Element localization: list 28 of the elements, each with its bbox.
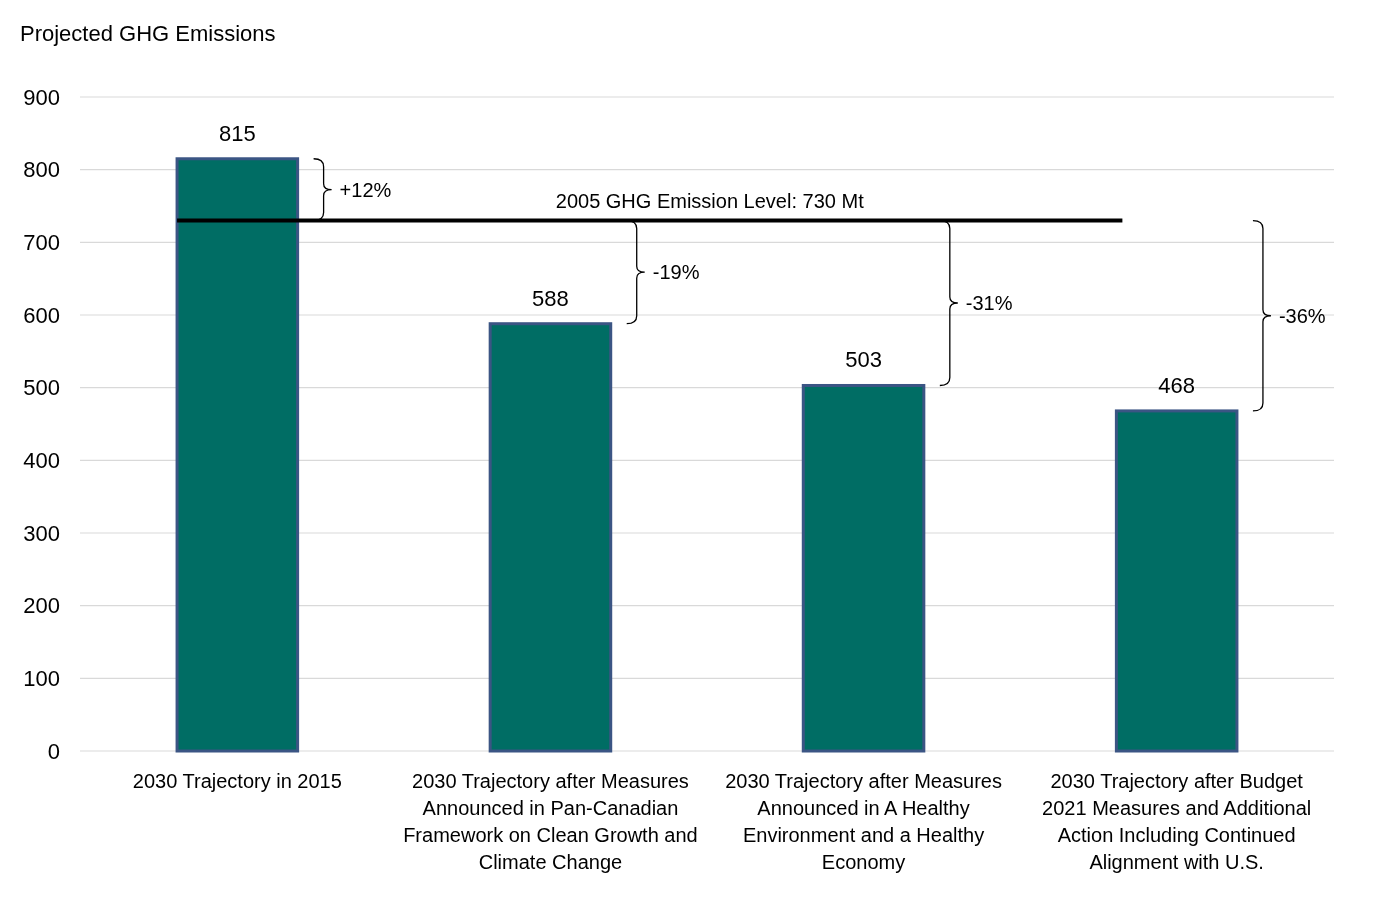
annotation: -36% [1278, 304, 1326, 327]
bar [175, 157, 300, 753]
data-label: 815 [218, 120, 256, 146]
y-tick-label: 0 [47, 738, 60, 764]
x-tick-label: 2030 Trajectory after Measures Announced in A Healthy Environment and a Healthy Economy [725, 770, 1002, 873]
y-tick-label: 500 [23, 375, 60, 401]
y-tick-label: 200 [23, 593, 60, 619]
ref-line-label: 2005 GHG Emission Level: 730 Mt [555, 189, 865, 212]
data-label: 503 [845, 347, 882, 373]
annotation: -19% [652, 261, 700, 284]
y-tick-label: 400 [23, 448, 60, 474]
data-label: 468 [1158, 372, 1196, 398]
x-tick-label: 2030 Trajectory after Budget 2021 Measures and Additional Action Including Continued Alignment with U.S. [1042, 770, 1312, 873]
y-axis-title: Projected GHG Emissions [20, 21, 276, 46]
x-tick-label: 2030 Trajectory after Measures Announced in Pan-Canadian Framework on Clean Growth and Climate Change [403, 770, 698, 873]
x-tick-label: 2030 Trajectory in 2015 [132, 770, 342, 792]
y-tick-label: 600 [23, 302, 60, 328]
y-tick-label: 100 [23, 666, 60, 692]
y-tick-label: 300 [23, 520, 60, 546]
annotation: -31% [965, 292, 1013, 315]
y-tick-label: 700 [23, 230, 60, 256]
y-tick-label: 900 [23, 84, 60, 110]
bar [488, 322, 613, 753]
bar [1114, 409, 1239, 753]
y-tick-label: 800 [23, 157, 60, 183]
annotation: +12% [339, 178, 392, 201]
data-label: 588 [532, 285, 569, 311]
bar [801, 383, 926, 753]
